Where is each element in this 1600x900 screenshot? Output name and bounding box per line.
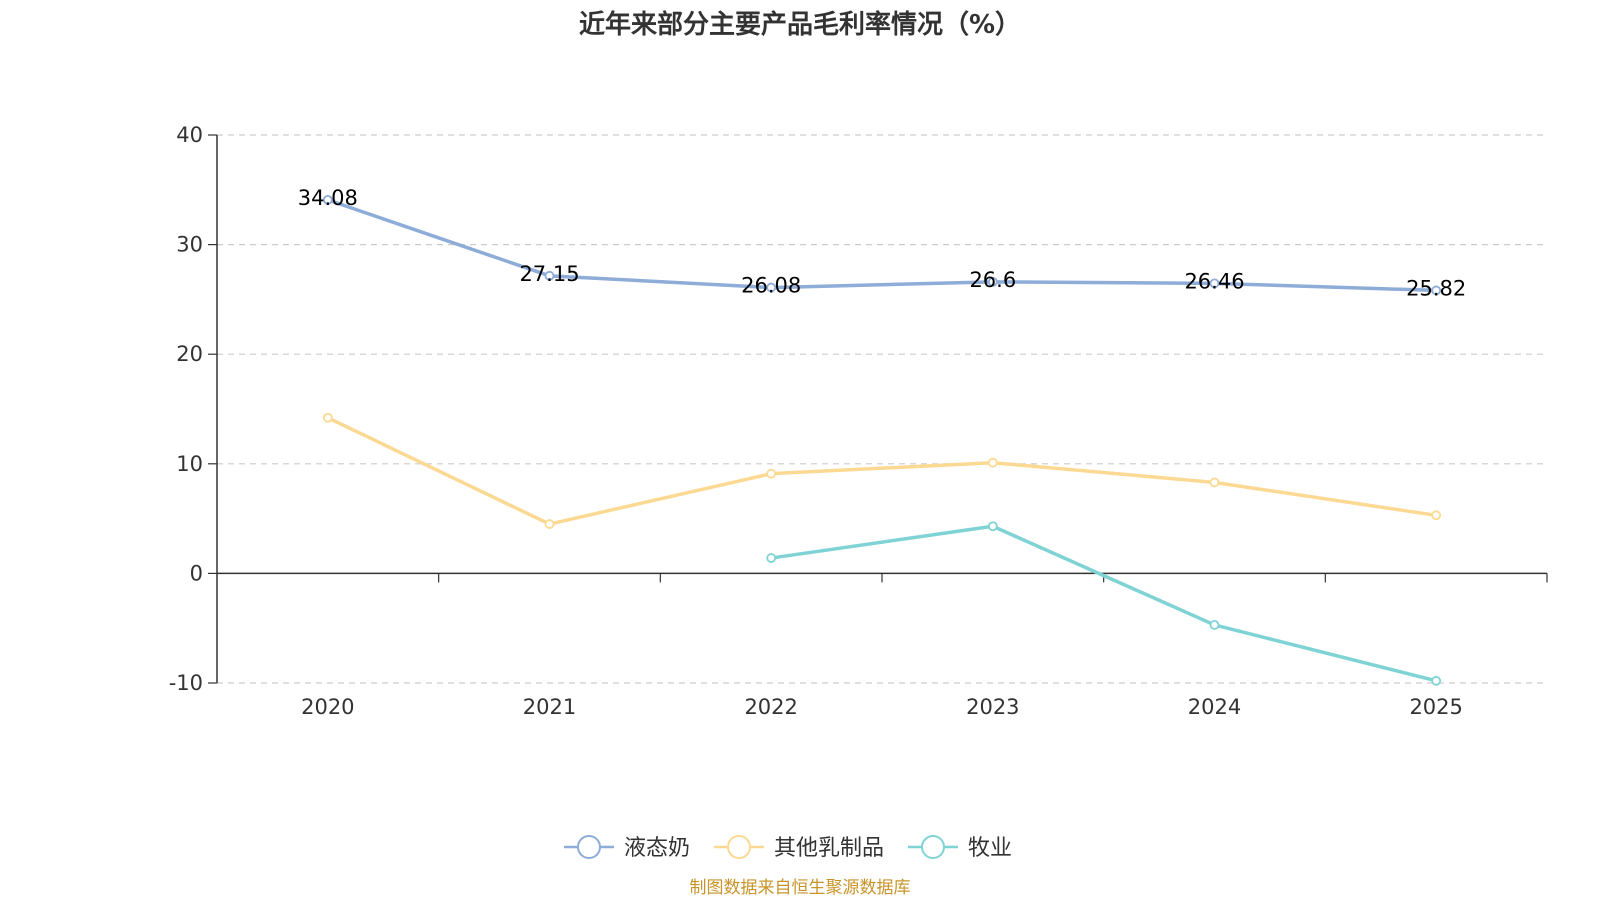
series-group (322, 194, 1442, 686)
y-axis-ticks: -10 0 10 20 30 40 (169, 123, 217, 695)
data-point (1431, 285, 1442, 296)
x-tick-label: 2021 (523, 695, 576, 719)
series-line-0 (326, 198, 1438, 293)
legend-label: 牧业 (968, 836, 1012, 861)
legend-item: 其他乳制品 (714, 835, 884, 861)
legend-label: 其他乳制品 (774, 836, 884, 861)
data-label: 25.82 (1406, 276, 1466, 300)
data-label: 27.15 (519, 262, 579, 286)
legend-marker (921, 835, 945, 859)
legend-item: 液态奶 (564, 835, 690, 861)
data-point (987, 457, 998, 468)
y-tick-label: 40 (176, 123, 203, 147)
axes (216, 135, 1548, 683)
y-tick-label: 10 (176, 452, 203, 476)
x-tick-label: 2025 (1409, 695, 1462, 719)
data-label: 26.6 (969, 268, 1016, 292)
series-line-1 (326, 416, 1438, 526)
data-point (544, 270, 555, 281)
data-point (987, 276, 998, 287)
data-point (1209, 477, 1220, 488)
x-tick-label: 2023 (966, 695, 1019, 719)
data-point (1431, 675, 1442, 686)
y-tick-label: 0 (190, 561, 203, 585)
legend-marker (727, 835, 751, 859)
data-label: 26.46 (1184, 269, 1244, 293)
x-axis-ticks: 2020 2021 2022 2023 2024 2025 (301, 695, 1463, 719)
x-tick-label: 2020 (301, 695, 354, 719)
data-labels: 34.08 27.15 26.08 26.6 26.46 25.82 (298, 186, 1466, 301)
data-point (766, 468, 777, 479)
legend: 液态奶 其他乳制品 牧业 (564, 835, 1012, 861)
y-tick-label: -10 (169, 671, 203, 695)
data-label: 34.08 (298, 186, 358, 210)
data-point (322, 194, 333, 205)
data-point (766, 282, 777, 293)
data-point (987, 521, 998, 532)
data-point (322, 412, 333, 423)
chart-title: 近年来部分主要产品毛利率情况（%） (579, 9, 1021, 40)
data-point (1431, 510, 1442, 521)
legend-marker (577, 835, 601, 859)
x-tick-label: 2022 (744, 695, 797, 719)
y-tick-label: 30 (176, 233, 203, 257)
data-point (1209, 278, 1220, 289)
gridlines (217, 134, 1547, 684)
series-line-2 (769, 524, 1438, 683)
legend-label: 液态奶 (624, 836, 690, 861)
y-tick-label: 20 (176, 342, 203, 366)
data-point (544, 519, 555, 529)
data-label: 26.08 (741, 274, 801, 298)
data-point (1209, 620, 1220, 630)
data-point (766, 553, 777, 563)
x-tick-label: 2024 (1188, 695, 1241, 719)
legend-item: 牧业 (908, 835, 1012, 861)
source-note: 制图数据来自恒生聚源数据库 (690, 878, 911, 898)
